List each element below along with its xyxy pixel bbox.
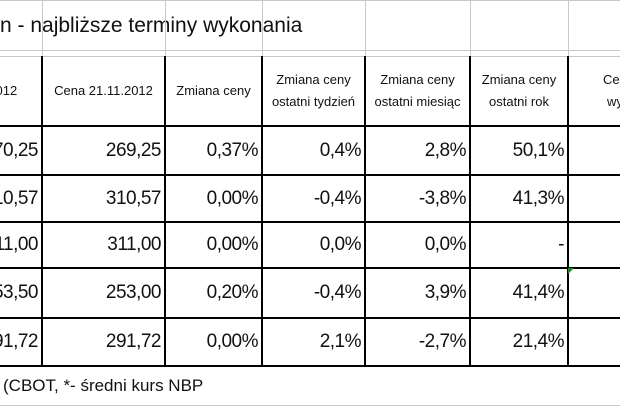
table-cell: 0,37% xyxy=(206,139,259,161)
header-text: ostatni tydzień xyxy=(271,94,356,109)
table-cell: 10,57 xyxy=(0,187,39,209)
table-cell: 41,4% xyxy=(512,282,565,303)
header-cell: Zmiana ceny xyxy=(165,56,262,126)
table-cell: 310,57 xyxy=(105,187,162,209)
column-border xyxy=(364,56,366,366)
table-cell: 0,4% xyxy=(319,139,362,161)
row-border xyxy=(0,267,620,269)
table-cell: 50,1% xyxy=(512,139,565,161)
table-cell: 0,0% xyxy=(319,234,362,255)
header-text: Zmiana ceny xyxy=(481,72,557,87)
table-cell: 2,8% xyxy=(424,139,467,161)
header-text: wyraż xyxy=(607,94,620,109)
table-cell: 41,3% xyxy=(512,187,565,209)
column-border xyxy=(261,56,263,366)
grid-line xyxy=(0,405,620,406)
table-cell: 0,20% xyxy=(206,282,259,303)
table-cell: - xyxy=(558,234,564,255)
grid-line xyxy=(568,0,569,56)
table-cell: 0,00% xyxy=(206,234,259,255)
table-cell: -0,4% xyxy=(313,282,362,303)
grid-line xyxy=(470,0,471,56)
row-border xyxy=(0,125,620,127)
table-cell: 0,0% xyxy=(424,234,467,255)
grid-line xyxy=(42,0,43,56)
header-cell: Zmiana ceny ostatni rok xyxy=(470,56,568,126)
table-cell: 0,00% xyxy=(206,331,259,352)
footer-note: (CBOT, *- średni kurs NBP xyxy=(3,376,204,395)
table-cell: 291,72 xyxy=(105,331,162,352)
column-border xyxy=(469,56,471,366)
header-text: Cena 2 xyxy=(603,72,620,87)
table-cell: 0,00% xyxy=(206,187,259,209)
grid-line xyxy=(165,0,166,56)
table-cell: 2,1% xyxy=(319,331,362,352)
table-cell: -2,7% xyxy=(418,331,467,352)
header-cell: Zmiana ceny ostatni miesiąc xyxy=(365,56,470,126)
cell-marker xyxy=(568,268,574,274)
table-cell: 21,4% xyxy=(512,331,565,352)
header-text: Zmiana ceny xyxy=(276,72,351,87)
header-text: .2012 xyxy=(0,83,18,98)
table-cell: 91,72 xyxy=(0,331,39,352)
table-cell: 269,25 xyxy=(105,139,162,161)
column-border xyxy=(164,56,166,366)
row-border xyxy=(0,365,620,367)
grid-line xyxy=(262,0,263,56)
row-border xyxy=(0,221,620,223)
column-border xyxy=(567,56,569,366)
grid-line xyxy=(0,56,620,57)
row-border xyxy=(0,174,620,176)
grid-line xyxy=(0,0,620,1)
table-cell: 253,00 xyxy=(105,282,162,303)
header-text: ostatni miesiąc xyxy=(374,94,461,109)
table-cell: 311,00 xyxy=(107,234,161,255)
header-text: Zmiana ceny xyxy=(176,83,251,98)
header-text: Cena 21.11.2012 xyxy=(54,83,153,98)
header-cell: Cena 2 wyraż xyxy=(568,56,620,126)
header-text: Zmiana ceny xyxy=(380,72,455,87)
table-cell: -0,4% xyxy=(313,187,362,209)
table-cell: 3,9% xyxy=(424,282,467,303)
title: n - najbliższe terminy wykonania xyxy=(0,14,303,37)
table-cell: -3,8% xyxy=(418,187,467,209)
table-cell: 11,00 xyxy=(0,234,39,255)
header-cell: .2012 xyxy=(0,56,42,126)
table-cell: 70,25 xyxy=(0,139,39,161)
header-text: ostatni rok xyxy=(489,94,549,109)
row-border xyxy=(0,317,620,319)
grid-line xyxy=(0,50,620,51)
header-cell: Cena 21.11.2012 xyxy=(42,56,165,126)
header-cell: Zmiana ceny ostatni tydzień xyxy=(262,56,365,126)
column-border xyxy=(41,56,43,366)
table-cell: 53,50 xyxy=(0,282,39,303)
grid-line xyxy=(365,0,366,56)
